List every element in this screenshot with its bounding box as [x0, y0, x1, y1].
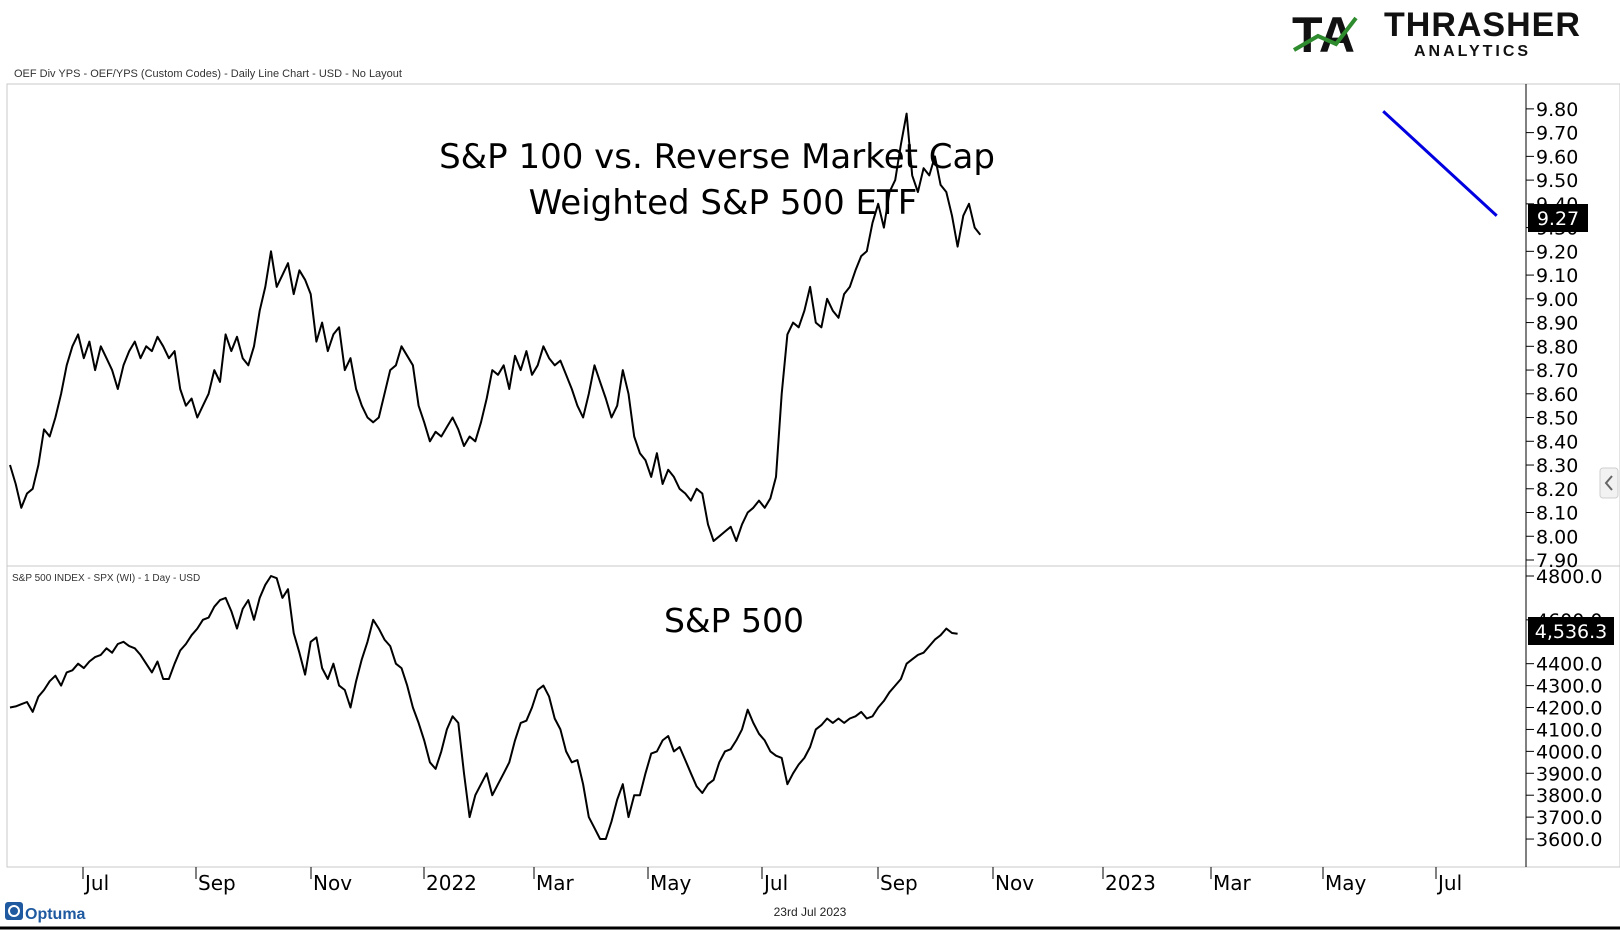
collapse-handle[interactable] [1599, 467, 1619, 499]
top-last-value-bg [1528, 204, 1588, 232]
y-tick-label: 4400.0 [1536, 654, 1602, 676]
y-tick-label: 9.00 [1536, 289, 1578, 311]
bottom-series-group [9, 575, 958, 840]
x-tick-label: 2023 [1105, 871, 1156, 895]
x-tick-label: Jul [762, 871, 788, 895]
x-tick-label: Sep [198, 871, 236, 895]
y-tick-label: 8.20 [1536, 479, 1578, 501]
bottom-last-value-badge: 4,536.3 [1528, 617, 1614, 645]
top-title-line-1: S&P 100 vs. Reverse Market Cap [439, 137, 995, 177]
y-tick-label: 8.70 [1536, 360, 1578, 382]
x-tick-label: Mar [536, 871, 575, 895]
y-tick-label: 3600.0 [1536, 829, 1602, 851]
optuma-logo: Optuma [5, 902, 86, 923]
optuma-icon [5, 902, 23, 920]
y-tick-label: 9.80 [1536, 99, 1578, 121]
logo-chart-icon [1292, 16, 1358, 52]
x-tick-label: 2022 [426, 871, 477, 895]
y-tick-label: 8.40 [1536, 431, 1578, 453]
y-tick-label: 3900.0 [1536, 763, 1602, 785]
bottom-panel: S&P 500 4800.04600.04400.04300.04200.041… [9, 566, 1614, 851]
top-y-axis: 9.809.709.609.509.409.309.209.109.008.90… [1526, 99, 1578, 572]
logo-word-analytics: ANALYTICS [1414, 43, 1531, 60]
top-title-line-2: Weighted S&P 500 ETF [529, 183, 918, 223]
x-tick-label: Mar [1213, 871, 1252, 895]
y-tick-label: 9.10 [1536, 265, 1578, 287]
y-tick-label: 4200.0 [1536, 698, 1602, 720]
top-panel-header: OEF Div YPS - OEF/YPS (Custom Codes) - D… [14, 68, 402, 80]
trendline [1382, 110, 1498, 217]
y-tick-label: 8.50 [1536, 408, 1578, 430]
y-tick-label: 8.80 [1536, 336, 1578, 358]
top-last-value-badge: 9.27 [1528, 204, 1588, 232]
x-tick-label: Sep [880, 871, 918, 895]
y-tick-label: 9.20 [1536, 241, 1578, 263]
y-tick-label: 4800.0 [1536, 566, 1602, 588]
bottom-y-axis: 4800.04600.04400.04300.04200.04100.04000… [1526, 566, 1602, 851]
series-line-oef-yps [9, 112, 982, 542]
y-tick-label: 8.30 [1536, 455, 1578, 477]
y-tick-label: 3700.0 [1536, 807, 1602, 829]
series-line-spx [9, 575, 958, 840]
chevron-left-icon[interactable] [1604, 475, 1613, 491]
y-tick-label: 7.90 [1536, 550, 1578, 572]
y-tick-label: 4300.0 [1536, 676, 1602, 698]
y-tick-label: 8.00 [1536, 526, 1578, 548]
top-series-group [9, 112, 982, 542]
ta-logo-mark: TA [1292, 7, 1358, 63]
top-panel: S&P 100 vs. Reverse Market Cap Weighted … [9, 99, 1588, 572]
y-tick-label: 4100.0 [1536, 719, 1602, 741]
x-tick-label: Nov [995, 871, 1034, 895]
logo-mark-text: TA [1292, 7, 1355, 63]
x-tick-label: May [650, 871, 692, 895]
collapse-handle-bg[interactable] [1599, 467, 1619, 499]
x-axis: Jul Sep Nov 2022 Mar May Jul Sep Nov 2023 Mar May Ju… [82, 867, 1462, 895]
y-tick-label: 8.90 [1536, 313, 1578, 335]
logo-word-thrasher: THRASHER [1384, 6, 1581, 44]
y-tick-label: 9.60 [1536, 146, 1578, 168]
optuma-icon-ring [8, 905, 20, 917]
x-tick-label: May [1325, 871, 1367, 895]
y-tick-label: 4000.0 [1536, 741, 1602, 763]
chart-frame [6, 83, 1620, 868]
y-tick-label: 9.70 [1536, 123, 1578, 145]
bottom-last-value-bg [1528, 617, 1614, 645]
x-tick-label: Jul [1436, 871, 1462, 895]
top-last-value: 9.27 [1537, 208, 1579, 230]
bottom-title: S&P 500 [664, 601, 804, 640]
y-tick-label: 9.50 [1536, 170, 1578, 192]
y-tick-label: 3800.0 [1536, 785, 1602, 807]
bottom-panel-header: S&P 500 INDEX - SPX (WI) - 1 Day - USD [12, 573, 200, 584]
y-tick-label: 8.10 [1536, 503, 1578, 525]
optuma-brand: Optuma [25, 906, 86, 923]
x-tick-label: Jul [83, 871, 109, 895]
thrasher-logo: TA THRASHER ANALYTICS [1292, 6, 1581, 63]
bottom-last-value: 4,536.3 [1535, 621, 1608, 643]
y-tick-label: 8.60 [1536, 384, 1578, 406]
chart-date: 23rd Jul 2023 [774, 905, 847, 919]
x-tick-label: Nov [313, 871, 352, 895]
